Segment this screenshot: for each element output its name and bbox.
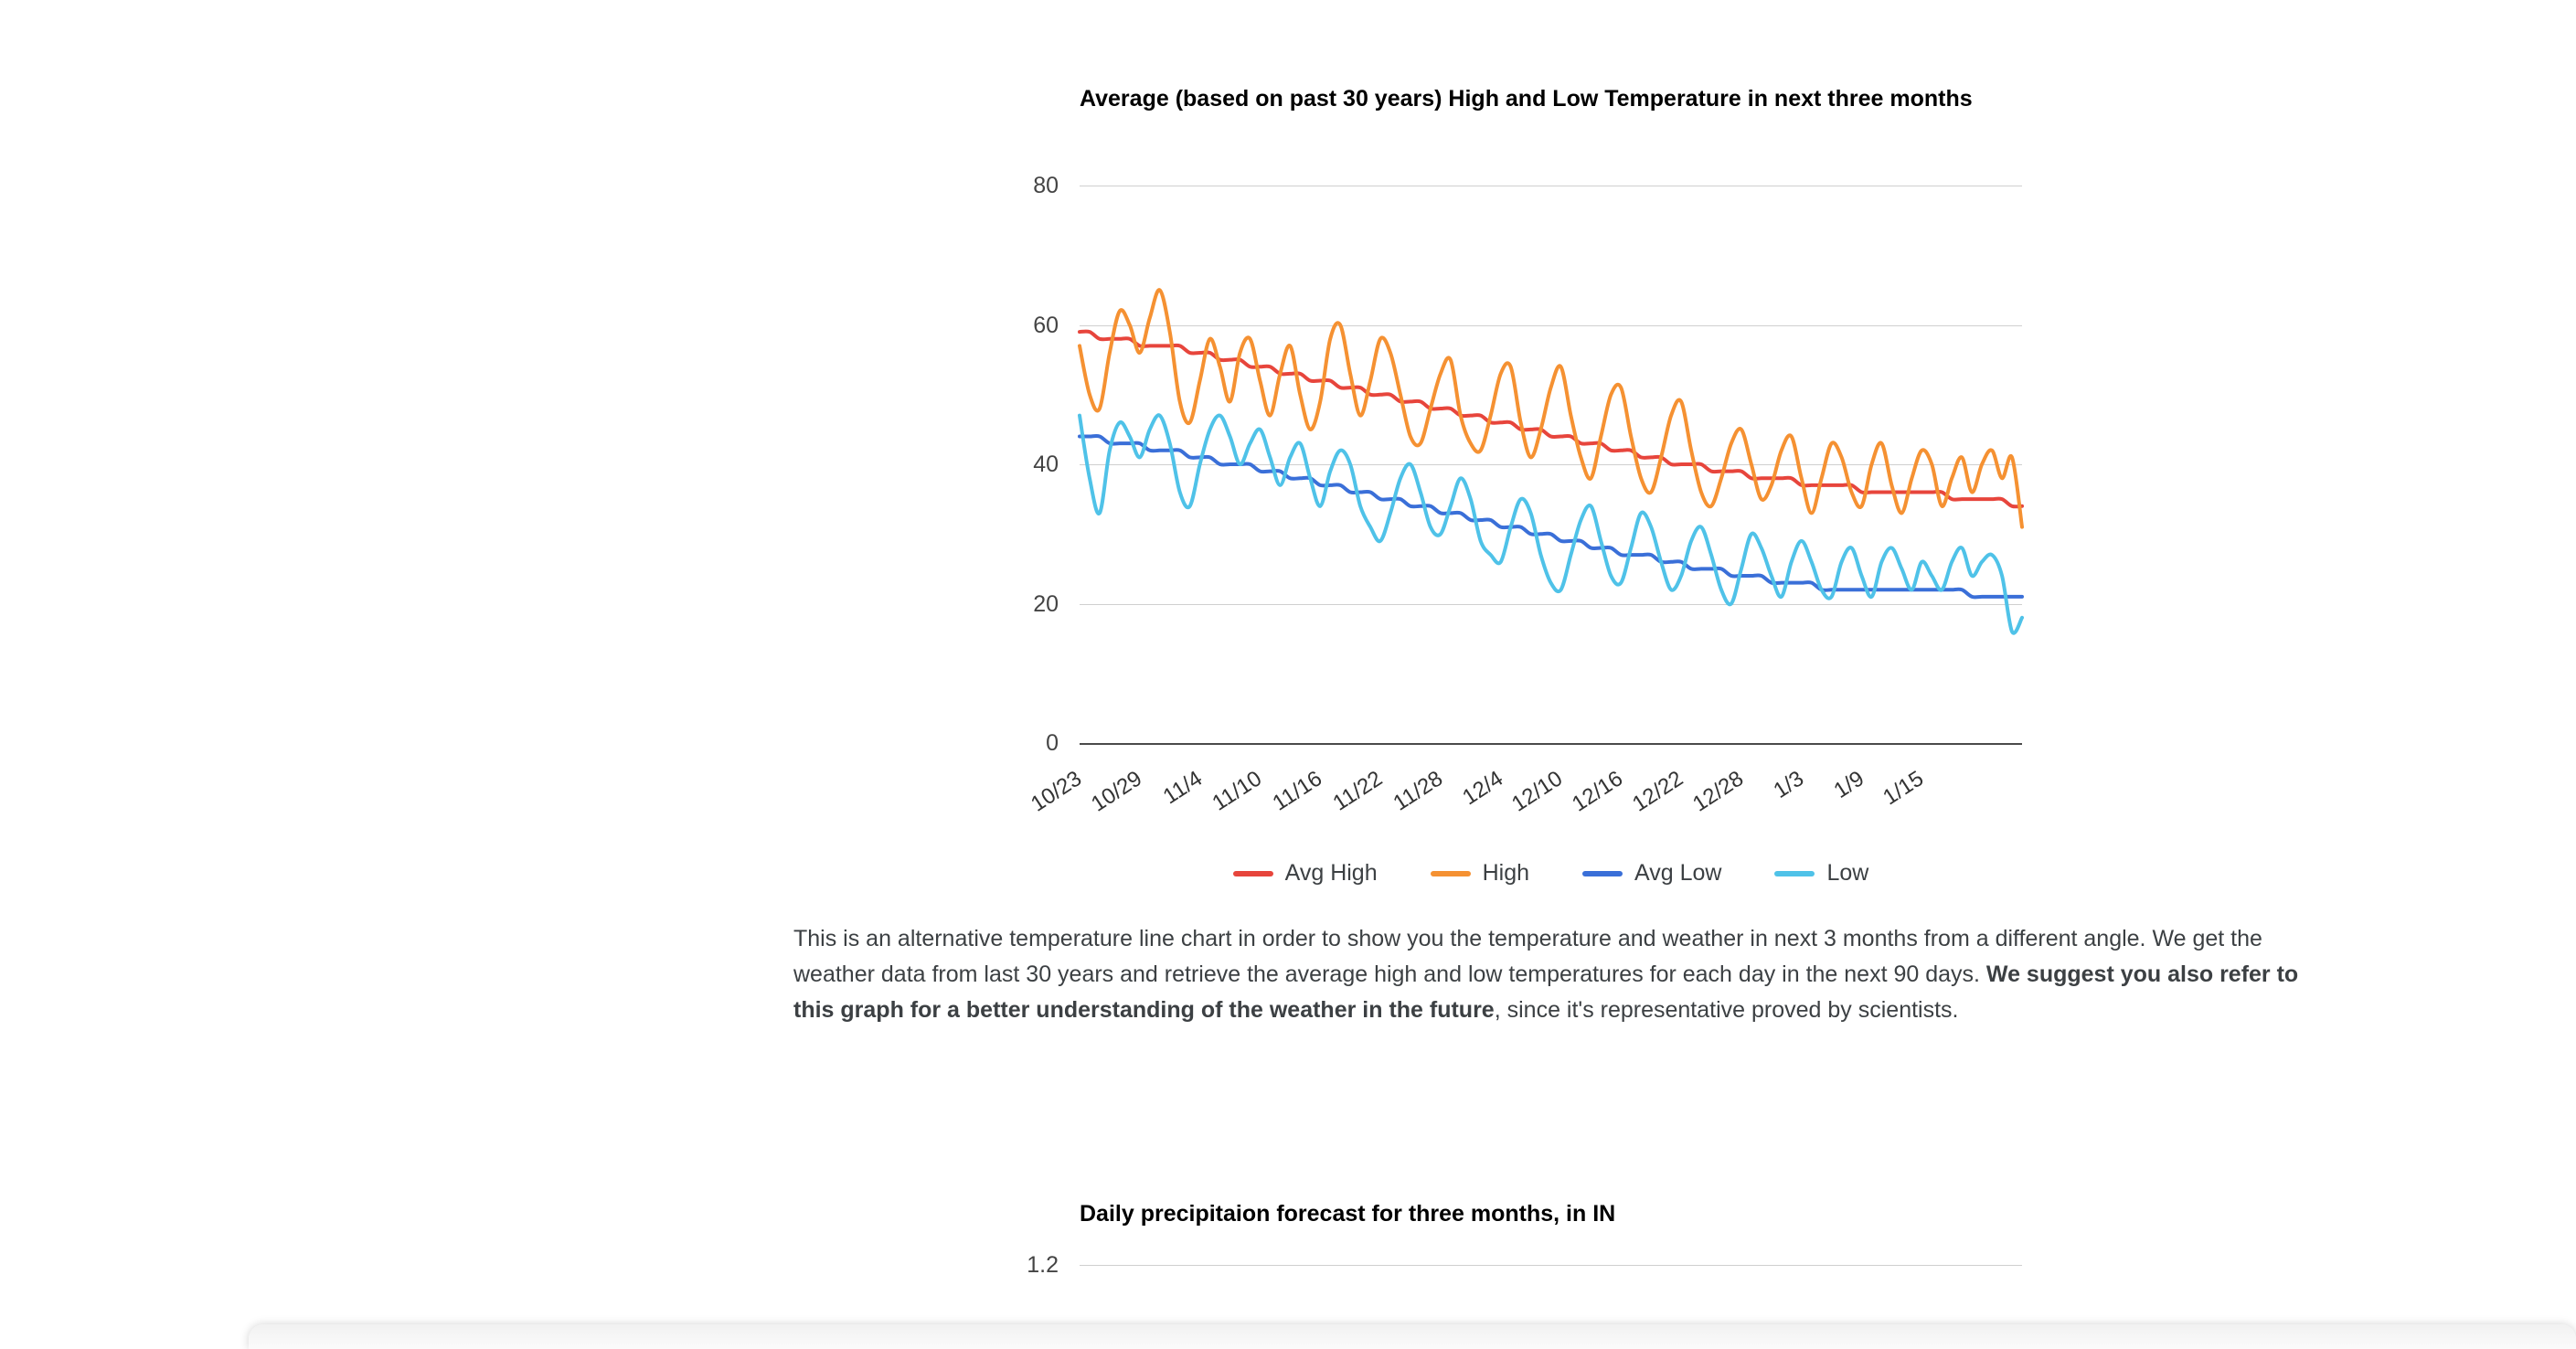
- legend-item-high[interactable]: High: [1430, 860, 1530, 887]
- legend-item-low[interactable]: Low: [1774, 860, 1868, 887]
- y-axis-label: 40: [1033, 451, 1059, 477]
- x-axis-line: [1080, 743, 2022, 745]
- legend-item-avg-high[interactable]: Avg High: [1232, 860, 1378, 887]
- legend-label: High: [1482, 860, 1530, 886]
- gridline: [1080, 1265, 2022, 1266]
- legend-swatch: [1232, 870, 1273, 876]
- legend-swatch: [1582, 870, 1623, 876]
- gridline: [1080, 603, 2022, 605]
- chart-title-precipitation: Daily precipitaion forecast for three mo…: [1080, 1201, 1616, 1227]
- y-axis-label: 20: [1033, 590, 1059, 617]
- y-axis-label: 1.2: [1027, 1252, 1059, 1278]
- series-line-avg-low[interactable]: [1078, 433, 2024, 600]
- legend-label: Avg High: [1284, 860, 1378, 886]
- y-axis-label: 60: [1033, 312, 1059, 338]
- window-bottom-edge: [249, 1324, 2576, 1349]
- y-axis-label: 0: [1046, 730, 1059, 756]
- legend-swatch: [1430, 870, 1471, 876]
- gridline: [1080, 324, 2022, 326]
- legend-label: Low: [1826, 860, 1869, 886]
- description-part1: This is an alternative temperature line …: [793, 926, 2262, 987]
- legend-label: Avg Low: [1634, 860, 1722, 886]
- series-line-low[interactable]: [1078, 413, 2024, 635]
- y-axis-label: 80: [1033, 173, 1059, 198]
- series-line-high[interactable]: [1078, 288, 2024, 529]
- description-part2: , since it's representative proved by sc…: [1494, 997, 1959, 1023]
- gridline: [1080, 464, 2022, 465]
- legend-swatch: [1774, 870, 1815, 876]
- chart-legend: Avg High High Avg Low Low: [1080, 860, 2022, 887]
- legend-item-avg-low[interactable]: Avg Low: [1582, 860, 1721, 887]
- description-text: This is an alternative temperature line …: [793, 921, 2300, 1028]
- chart-title: Average (based on past 30 years) High an…: [1080, 86, 1973, 112]
- temperature-chart-canvas[interactable]: [1078, 186, 2024, 743]
- description-bold: We suggest you also refer to this graph …: [793, 961, 2299, 1023]
